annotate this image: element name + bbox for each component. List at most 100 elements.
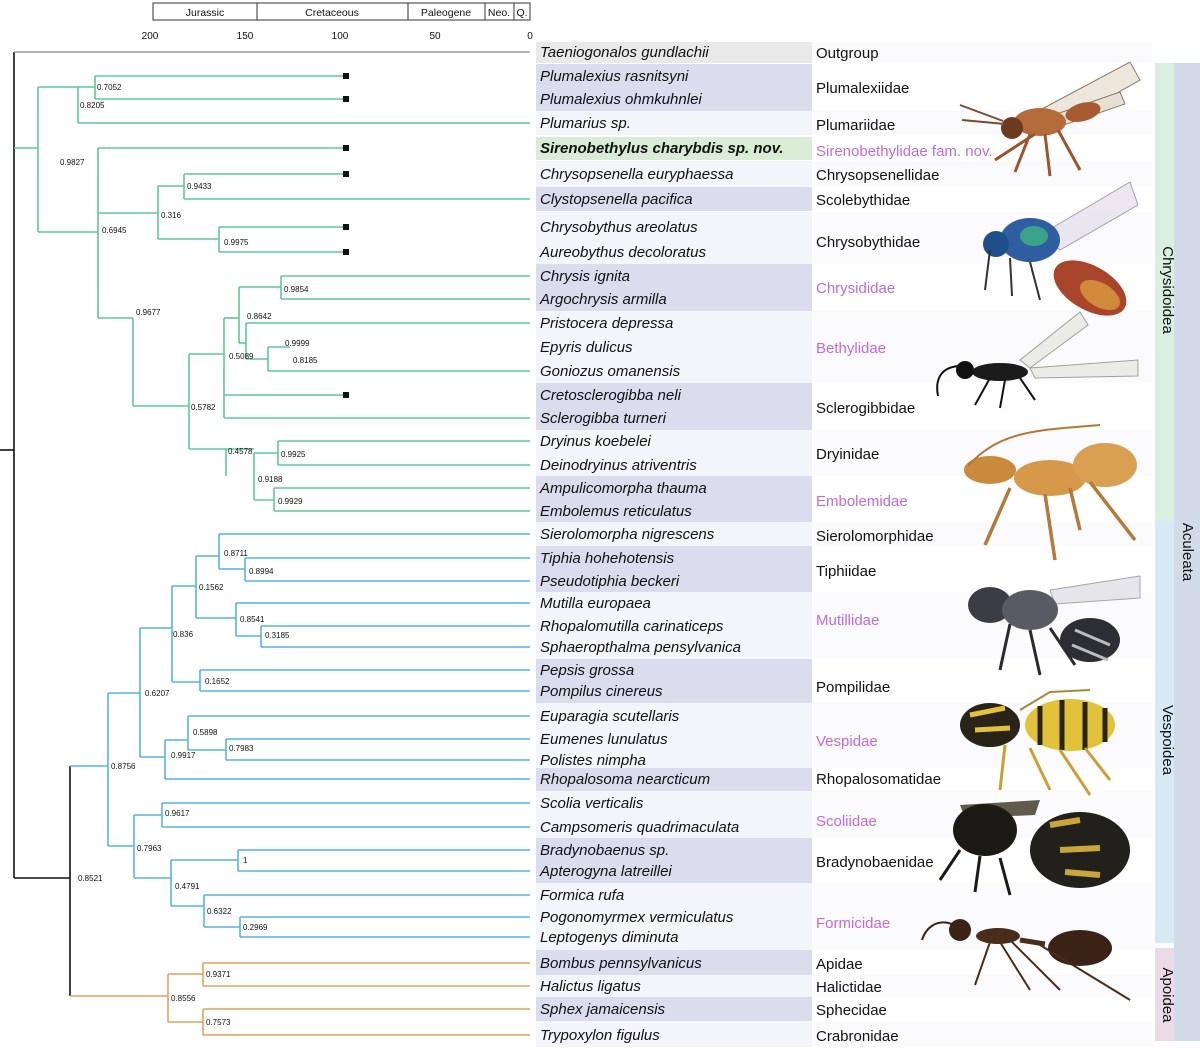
taxon-band	[536, 703, 812, 768]
family-label: Formicidae	[816, 915, 890, 932]
support-value: 0.8541	[240, 615, 265, 624]
support-value: 0.8521	[78, 874, 103, 883]
family-band	[812, 997, 1152, 1021]
support-value: 0.9617	[165, 809, 190, 818]
support-value: 0.7573	[206, 1018, 231, 1027]
taxon-label: Sphaeropthalma pensylvanica	[540, 639, 741, 656]
apoidea-label: Apoidea	[1159, 967, 1176, 1023]
support-value: 0.5089	[229, 352, 254, 361]
support-value: 0.9677	[136, 308, 161, 317]
family-band	[812, 161, 1152, 187]
taxon-band	[536, 592, 812, 659]
embolemid-wasp-photo	[964, 424, 1137, 561]
tick-label-50: 50	[429, 31, 441, 42]
vespoidea-bar	[1155, 521, 1174, 943]
taxon-label: Pseudotiphia beckeri	[540, 573, 680, 590]
family-label: Tiphiidae	[816, 563, 876, 580]
family-label: Halictidae	[816, 979, 882, 996]
taxon-band	[536, 187, 812, 211]
support-values: 0.7052 0.8205 0.9827 0.9433 0.316 0.9975 0.694…	[60, 83, 318, 1027]
vespoidea-label: Vespoidea	[1159, 705, 1176, 776]
aculeata-bar	[1174, 63, 1200, 1041]
scoliid-wasp-photo	[938, 800, 1130, 896]
taxon-band	[536, 522, 812, 546]
taxon-label: Deinodryinus atriventris	[540, 457, 697, 474]
taxon-label: Campsomeris quadrimaculata	[540, 819, 739, 836]
taxon-label: Sierolomorpha nigrescens	[540, 526, 715, 543]
taxon-label: Sphex jamaicensis	[540, 1001, 666, 1018]
taxon-label: Taeniogonalos gundlachii	[540, 44, 709, 61]
tick-label-200: 200	[142, 31, 159, 42]
taxon-band	[536, 768, 812, 791]
support-value: 0.316	[161, 211, 182, 220]
period-cretaceous: Cretaceous	[305, 7, 359, 19]
support-value: 0.7052	[97, 83, 122, 92]
support-value: 0.9854	[284, 285, 309, 294]
taxon-band	[536, 659, 812, 703]
taxon-label: Chrysis ignita	[540, 268, 630, 285]
family-label: Scolebythidae	[816, 192, 910, 209]
support-value: 1	[243, 856, 248, 865]
taxon-label: Pompilus cinereus	[540, 683, 663, 700]
taxon-band	[536, 838, 812, 883]
support-value: 0.6945	[102, 226, 127, 235]
taxon-label: Plumalexius rasnitsyni	[540, 68, 689, 85]
period-paleogene: Paleogene	[421, 7, 471, 19]
taxon-band	[536, 546, 812, 592]
taxon-band	[536, 791, 812, 838]
vespid-wasp-photo	[960, 689, 1115, 796]
taxon-label: Scolia verticalis	[540, 795, 644, 812]
taxon-label: Pristocera depressa	[540, 315, 673, 332]
taxon-label: Formica rufa	[540, 887, 624, 904]
family-label: Pompilidae	[816, 679, 890, 696]
family-band	[812, 522, 1152, 546]
taxon-band	[536, 311, 812, 383]
period-jurassic: Jurassic	[186, 7, 225, 19]
support-value: 0.8185	[293, 356, 318, 365]
specimen-photos	[921, 61, 1141, 1001]
taxon-label: Eumenes lunulatus	[540, 731, 668, 748]
fossil-marker	[343, 96, 349, 102]
tree-branches	[0, 51, 530, 1036]
family-label: Bethylidae	[816, 340, 886, 357]
tick-label-150: 150	[237, 31, 254, 42]
family-label: Apidae	[816, 956, 863, 973]
family-label: Plumariidae	[816, 117, 895, 134]
taxon-label: Clystopsenella pacifica	[540, 191, 693, 208]
support-value: 0.8556	[171, 994, 196, 1003]
support-value: 0.8994	[249, 567, 274, 576]
apoidea-bar	[1155, 948, 1174, 1041]
support-value: 0.9999	[285, 339, 310, 348]
taxon-label: Ampulicomorpha thauma	[539, 480, 707, 497]
support-value: 0.8756	[111, 762, 136, 771]
taxon-label: Pogonomyrmex vermiculatus	[540, 909, 734, 926]
taxon-band	[536, 975, 812, 997]
family-band	[812, 42, 1152, 63]
support-value: 0.6207	[145, 689, 170, 698]
family-label: Plumalexiidae	[816, 80, 909, 97]
support-value: 0.7963	[137, 844, 162, 853]
fossil-marker	[343, 249, 349, 255]
taxon-label: Mutilla europaea	[540, 595, 651, 612]
taxon-band	[536, 64, 812, 111]
support-value: 0.5898	[193, 728, 218, 737]
taxon-label: Sirenobethylus charybdis sp. nov.	[540, 140, 783, 157]
support-value: 0.4578	[228, 447, 253, 456]
taxon-label: Epyris dulicus	[540, 339, 633, 356]
support-value: 0.8642	[247, 312, 272, 321]
chrysidoidea-label: Chrysidoidea	[1159, 246, 1176, 334]
family-label: Dryinidae	[816, 446, 879, 463]
support-value: 0.836	[173, 630, 194, 639]
family-label: Sphecidae	[816, 1002, 887, 1019]
family-label: Sclerogibbidae	[816, 400, 915, 417]
family-label: Crabronidae	[816, 1028, 899, 1045]
taxon-label: Chrysopsenella euryphaessa	[540, 166, 733, 183]
family-band	[812, 137, 1152, 160]
support-value: 0.9827	[60, 158, 85, 167]
taxon-label: Cretosclerogibba neli	[540, 387, 682, 404]
taxon-label: Plumarius sp.	[540, 115, 631, 132]
timescale: Jurassic Cretaceous Paleogene Neo. Q. 20…	[142, 2, 533, 42]
taxon-band	[536, 430, 812, 476]
taxon-label: Pepsis grossa	[540, 662, 634, 679]
